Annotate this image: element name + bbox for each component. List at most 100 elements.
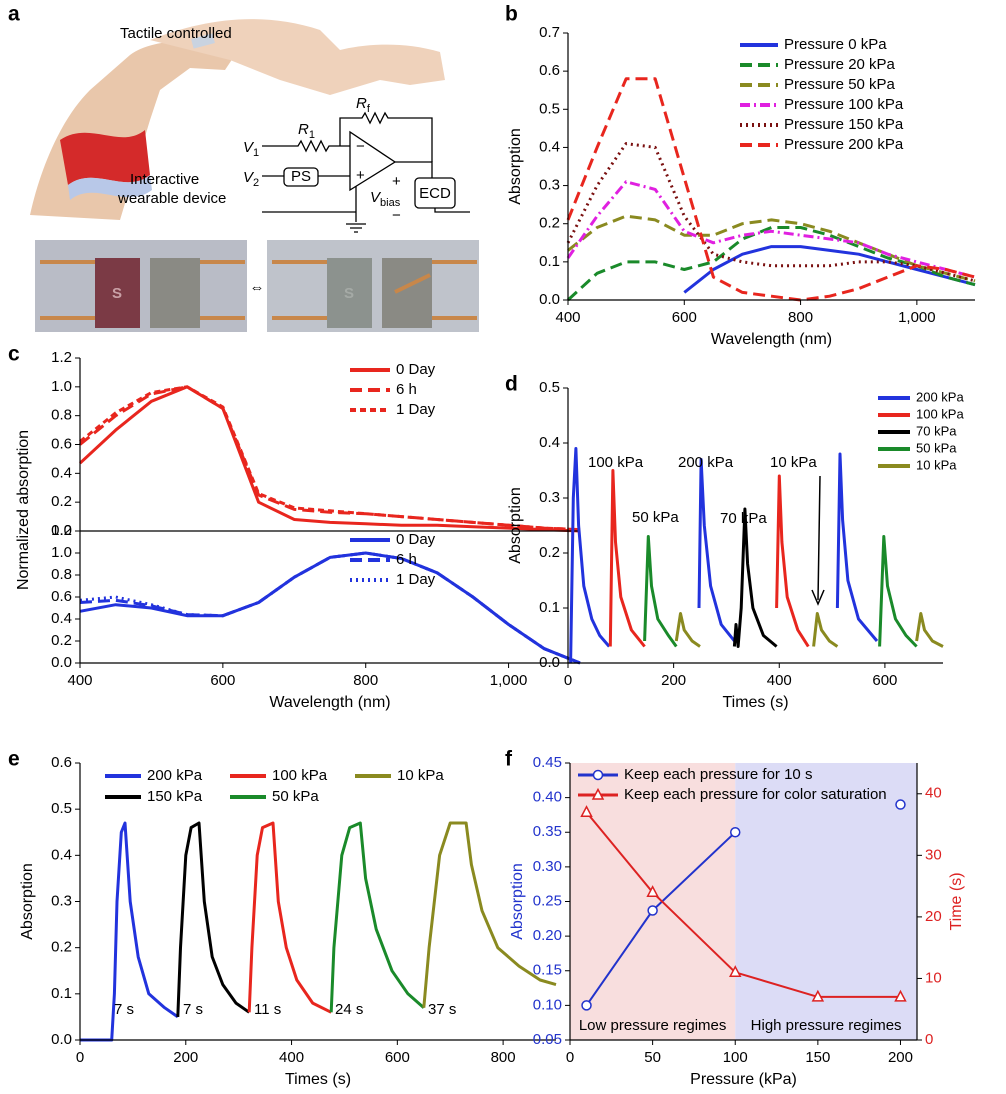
series-line bbox=[79, 551, 581, 665]
series-line bbox=[79, 385, 581, 532]
y-tick-label: 0.5 bbox=[539, 100, 560, 117]
y-tick-label: 0.4 bbox=[539, 434, 560, 451]
caption: Interactive bbox=[130, 171, 199, 188]
y-tick-label: 0.2 bbox=[51, 632, 72, 649]
y-tick-label: 0.0 bbox=[539, 654, 560, 671]
x-tick-label: 800 bbox=[491, 1049, 516, 1066]
y2-tick-label: 10 bbox=[925, 969, 942, 986]
wearable-device bbox=[60, 130, 150, 185]
series-line bbox=[176, 821, 251, 1017]
x-tick-label: 50 bbox=[644, 1049, 661, 1066]
legend-label: Keep each pressure for color saturation bbox=[624, 786, 887, 803]
legend-label: 0 Day bbox=[396, 361, 436, 378]
y-tick-label: 0.3 bbox=[539, 177, 560, 194]
series-line bbox=[422, 821, 557, 1008]
x-tick-label: 600 bbox=[210, 672, 235, 689]
y-tick-label: 0.6 bbox=[539, 62, 560, 79]
y-tick-label: 0.20 bbox=[533, 927, 562, 944]
x-tick-label: 400 bbox=[279, 1049, 304, 1066]
y-tick-label: 0.6 bbox=[51, 435, 72, 452]
point bbox=[811, 989, 825, 1002]
x-tick-label: 200 bbox=[888, 1049, 913, 1066]
x-tick-label: 600 bbox=[672, 309, 697, 326]
legend-label: 50 kPa bbox=[916, 440, 957, 455]
y-tick-label: 0.40 bbox=[533, 789, 562, 806]
legend-label: 10 kPa bbox=[397, 767, 444, 784]
y-tick-label: 0.4 bbox=[51, 464, 72, 481]
annotation: 100 kPa bbox=[588, 454, 644, 471]
annotation-arrow bbox=[811, 475, 825, 606]
y-tick-label: 0.2 bbox=[51, 493, 72, 510]
annotation: 24 s bbox=[335, 1001, 363, 1018]
y2-tick-label: 20 bbox=[925, 908, 942, 925]
point bbox=[894, 989, 907, 1002]
y-tick-label: 0.6 bbox=[51, 588, 72, 605]
circuit-label: bias bbox=[380, 197, 401, 209]
circuit-label: + bbox=[392, 173, 401, 190]
x-axis-title: Wavelength (nm) bbox=[269, 694, 390, 711]
legend-label: 0 Day bbox=[396, 531, 436, 548]
y2-tick-label: 40 bbox=[925, 785, 942, 802]
annotation: 70 kPa bbox=[720, 510, 767, 527]
series-line bbox=[569, 447, 879, 664]
y-tick-label: 0.05 bbox=[533, 1031, 562, 1048]
y-tick-label: 0.5 bbox=[51, 800, 72, 817]
x-tick-label: 1,000 bbox=[898, 309, 936, 326]
y-tick-label: 0.0 bbox=[539, 291, 560, 308]
annotation: 200 kPa bbox=[678, 454, 734, 471]
series-line bbox=[643, 535, 918, 648]
y-tick-label: 0.3 bbox=[51, 892, 72, 909]
photo-wire bbox=[40, 260, 245, 320]
y2-axis-title: Time (s) bbox=[948, 872, 965, 930]
series-line bbox=[79, 551, 581, 665]
hand-illustration bbox=[150, 19, 445, 96]
series-line bbox=[674, 612, 944, 648]
y-tick-label: 0.4 bbox=[51, 846, 72, 863]
x-tick-label: 800 bbox=[788, 309, 813, 326]
legend-label: 6 h bbox=[396, 551, 417, 568]
circuit-label: 1 bbox=[309, 129, 315, 141]
x-tick-label: 1,000 bbox=[490, 672, 528, 689]
y-tick-label: 0.2 bbox=[539, 544, 560, 561]
circuit-label: + bbox=[356, 167, 365, 184]
wearable-device bbox=[68, 175, 152, 200]
sensor-patch bbox=[191, 33, 215, 49]
circuit-label: V1 bbox=[243, 139, 259, 159]
y-tick-label: 0.35 bbox=[533, 823, 562, 840]
y-tick-label: 0.7 bbox=[539, 24, 560, 41]
point bbox=[895, 799, 906, 810]
panel-label: d bbox=[505, 373, 518, 396]
x-tick-label: 0 bbox=[564, 672, 572, 689]
legend-label: 100 kPa bbox=[916, 406, 964, 421]
annotation: 7 s bbox=[183, 1001, 203, 1018]
y2-tick-label: 30 bbox=[925, 846, 942, 863]
circuit-label: PS bbox=[291, 168, 311, 185]
y-tick-label: 0.1 bbox=[51, 985, 72, 1002]
panel-label: f bbox=[505, 748, 513, 771]
x-tick-label: 200 bbox=[661, 672, 686, 689]
region bbox=[735, 763, 917, 1040]
photo-device bbox=[95, 258, 140, 328]
y-tick-label: 0.8 bbox=[51, 407, 72, 424]
legend-label: Pressure 100 kPa bbox=[784, 96, 904, 113]
region-label: High pressure regimes bbox=[751, 1017, 902, 1034]
y-tick-label: 0.0 bbox=[51, 522, 72, 539]
y-tick-label: 0.0 bbox=[51, 1031, 72, 1048]
panel-label: c bbox=[8, 343, 20, 366]
panel-label: b bbox=[505, 3, 518, 26]
annotation: 10 kPa bbox=[770, 454, 817, 471]
series-line bbox=[732, 507, 778, 648]
y-tick-label: 0.3 bbox=[539, 489, 560, 506]
y-tick-label: 1.0 bbox=[51, 378, 72, 395]
caption: Tactile controlled bbox=[120, 25, 232, 42]
y-tick-label: 0.25 bbox=[533, 892, 562, 909]
series-line bbox=[567, 214, 976, 283]
panel-a: a Tactile controlled Interactive wearabl… bbox=[8, 3, 479, 332]
y-tick-label: 1.0 bbox=[51, 544, 72, 561]
caption: wearable device bbox=[117, 190, 226, 207]
circuit-label: f bbox=[367, 103, 371, 115]
y-axis-title: Absorption bbox=[509, 863, 526, 940]
x-tick-label: 0 bbox=[76, 1049, 84, 1066]
circuit-label: R bbox=[356, 95, 367, 112]
